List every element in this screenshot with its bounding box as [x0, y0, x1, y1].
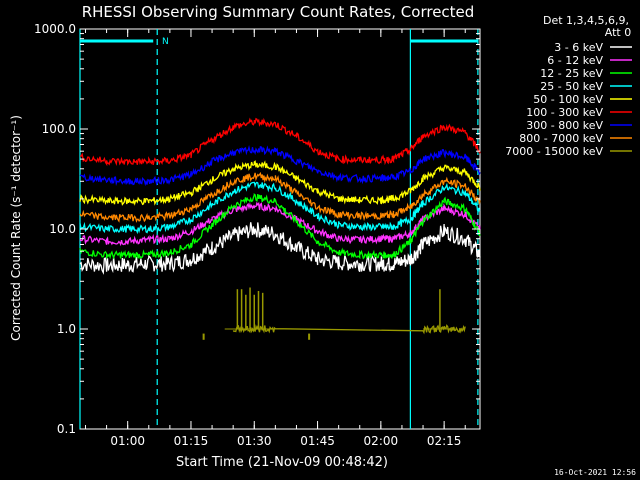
- axes-group: 0.1 1.0 10.0 100.0 1000.0 01:00 01:15 01:30 01:4…: [34, 22, 480, 448]
- timestamp-label: 16-Oct-2021 12:56: [554, 468, 636, 477]
- legend-header-line1: Det 1,3,4,5,6,9,: [543, 14, 629, 27]
- legend-label: 7000 - 15000 keV: [505, 145, 603, 158]
- series-line-2: [79, 193, 481, 260]
- legend-label: 25 - 50 keV: [540, 80, 603, 93]
- x-tick-label: 01:45: [300, 434, 335, 448]
- x-tick-label: 01:15: [174, 434, 209, 448]
- y-tick-label: 10.0: [49, 222, 76, 236]
- chart-title: RHESSI Observing Summary Count Rates, Co…: [82, 3, 475, 21]
- y-tick-label: 1000.0: [34, 22, 76, 36]
- x-tick-label: 01:30: [237, 434, 272, 448]
- legend-label: 100 - 300 keV: [526, 106, 603, 119]
- x-tick-label: 02:00: [364, 434, 399, 448]
- x-tick-label: 01:00: [110, 434, 145, 448]
- legend-label: 6 - 12 keV: [547, 54, 603, 67]
- legend-label: 50 - 100 keV: [533, 93, 603, 106]
- x-tick-label: 02:15: [427, 434, 462, 448]
- legend-label: 12 - 25 keV: [540, 67, 603, 80]
- series-line-8: [232, 324, 466, 335]
- legend-header-line2: Att 0: [605, 26, 631, 39]
- y-tick-label: 100.0: [42, 122, 76, 136]
- y-axis-label: Corrected Count Rate (s⁻¹ detector⁻¹): [9, 115, 23, 341]
- series-line-5: [80, 117, 481, 167]
- series-group: [79, 117, 481, 340]
- legend-label: 3 - 6 keV: [554, 41, 603, 54]
- x-axis-label: Start Time (21-Nov-09 00:48:42): [176, 455, 388, 470]
- legend-label: 800 - 7000 keV: [519, 132, 603, 145]
- series-line-6: [79, 145, 481, 187]
- legend-label: 300 - 800 keV: [526, 119, 603, 132]
- y-tick-label: 1.0: [57, 322, 76, 336]
- series-line-0: [79, 222, 481, 275]
- series-line-7: [79, 171, 481, 223]
- series-line-3: [79, 181, 481, 235]
- series-line-4: [79, 160, 481, 206]
- y-tick-label: 0.1: [57, 422, 76, 436]
- flag-annotation: N: [162, 37, 169, 47]
